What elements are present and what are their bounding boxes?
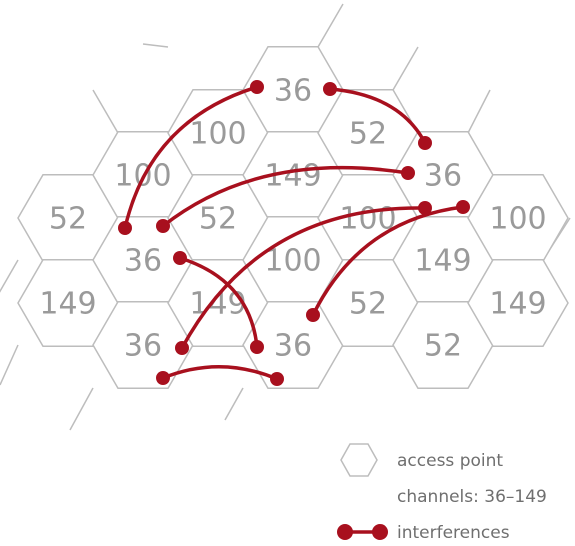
interference-endpoint [156,219,170,233]
interference-endpoint [250,340,264,354]
interference-link [180,206,426,349]
interference-endpoint [270,372,284,386]
interference-link [329,87,427,144]
grid-edge [0,344,19,386]
channel-label: 36 [424,159,462,194]
interference-endpoint [323,82,337,96]
interference-endpoint [156,371,170,385]
interference-link [162,365,278,381]
channel-label: 36 [274,329,312,364]
grid-edge [224,387,244,421]
hex-grid: 5214910036361005214936149100365210052361… [0,3,571,431]
channel-label: 100 [189,117,246,152]
interference-endpoint [173,251,187,265]
grid-edge [392,46,419,91]
interference-link [161,165,409,228]
channel-label: 52 [349,287,387,322]
grid-edge [0,259,19,293]
channel-label: 149 [39,287,96,322]
grid-edge [317,3,344,48]
legend-interferences: interferences [397,523,510,543]
legend-channels: channels: 36–149 [397,487,547,507]
interference-link [179,256,259,348]
interference-endpoint [456,200,470,214]
interference-endpoint [418,201,432,215]
channel-label: 52 [424,329,462,364]
legend: access point channels: 36–149 interferen… [337,443,547,543]
legend-dot [337,524,353,540]
channel-label: 52 [199,202,237,237]
interference-endpoint [118,221,132,235]
grid-edge [142,43,169,48]
legend-hex-icon [340,443,378,477]
channel-label: 100 [489,202,546,237]
legend-dot [372,524,388,540]
interference-endpoint [175,341,189,355]
interference-link [311,205,464,316]
access-point-hex [467,258,569,348]
channel-label: 36 [274,74,312,109]
grid-edge [467,89,491,134]
legend-access-point: access point [397,451,503,471]
interference-endpoint [401,166,415,180]
channel-label: 100 [264,244,321,279]
channel-label: 36 [124,244,162,279]
interference-endpoint [306,308,320,322]
channel-label: 149 [489,287,546,322]
channel-label: 52 [49,202,87,237]
interference-endpoint [418,136,432,150]
interference-link [123,85,258,229]
channel-label: 149 [189,287,246,322]
grid-edge [92,89,119,134]
interference-links [118,80,470,386]
channel-label: 149 [414,244,471,279]
grid-edge [69,387,94,431]
channel-label: 52 [349,117,387,152]
interference-endpoint [250,80,264,94]
channel-label: 36 [124,329,162,364]
